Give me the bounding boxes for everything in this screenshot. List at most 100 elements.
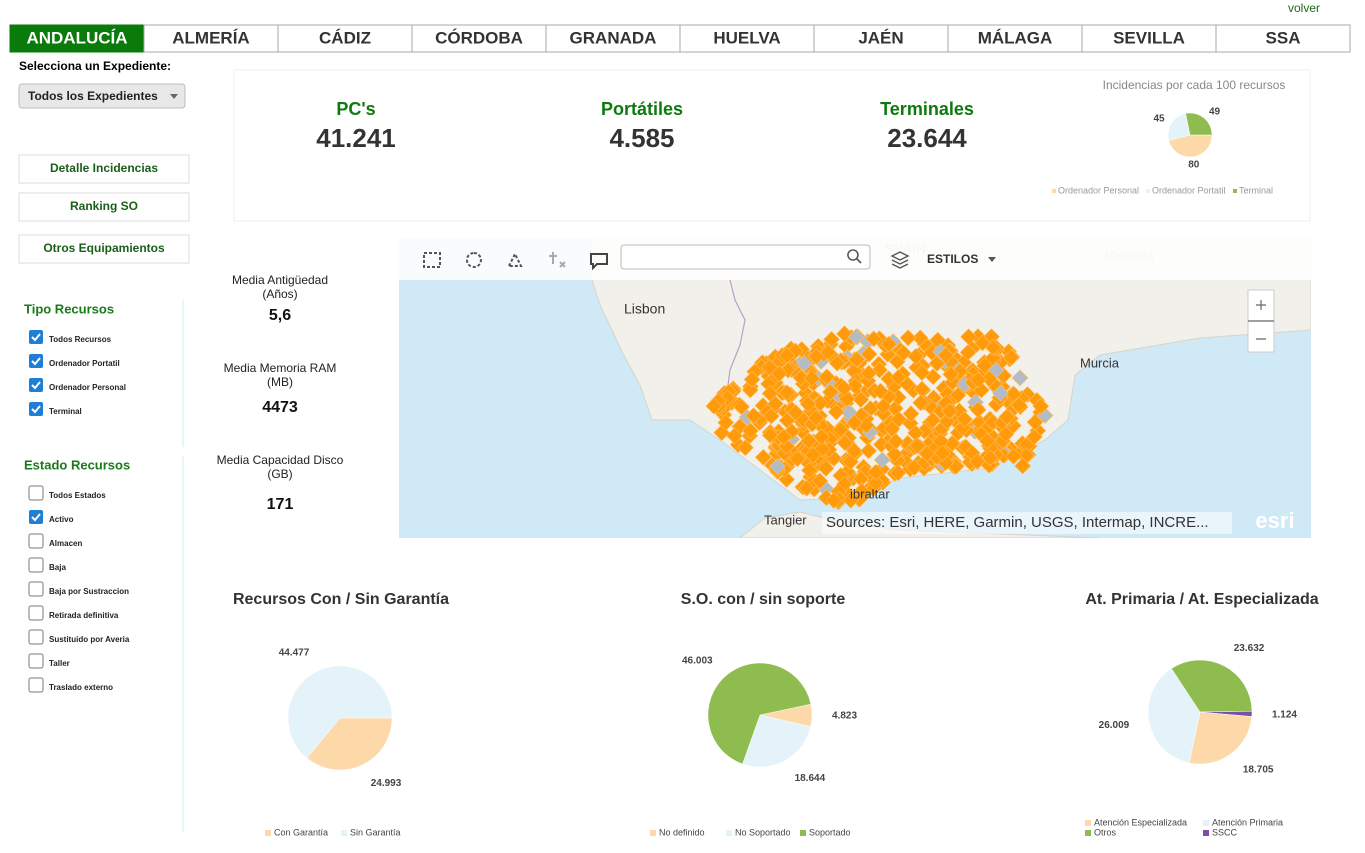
expediente-label: Selecciona un Expediente:	[19, 59, 171, 73]
checkbox-label: Almacen	[49, 539, 82, 548]
legend-swatch	[265, 830, 271, 836]
checkbox[interactable]	[29, 402, 43, 416]
map-marker	[1005, 385, 1023, 403]
map-marker	[889, 369, 907, 386]
checkbox[interactable]	[28, 653, 44, 669]
map-marker	[842, 491, 860, 509]
legend-swatch	[1052, 189, 1056, 193]
checkbox[interactable]	[28, 677, 44, 693]
tool-icon[interactable]	[507, 251, 523, 267]
legend-label: Atención Primaria	[1212, 817, 1283, 827]
map-marker	[889, 464, 907, 482]
stat-unit: (MB)	[267, 375, 293, 389]
tab[interactable]	[143, 24, 279, 53]
pie-label: 45	[1153, 114, 1165, 125]
tab[interactable]	[545, 24, 681, 53]
tab[interactable]	[1215, 24, 1351, 53]
map-marker	[741, 381, 759, 399]
legend-label: No definido	[659, 827, 705, 837]
search-icon	[847, 249, 862, 264]
tab[interactable]	[277, 24, 413, 53]
map-marker	[937, 346, 955, 364]
filter-panel	[19, 300, 183, 447]
layers-icon[interactable]	[890, 251, 910, 269]
map-marker	[912, 394, 930, 412]
kpi-label: Portátiles	[601, 99, 683, 119]
map-marker	[770, 365, 788, 383]
legend-swatch	[800, 830, 806, 836]
checkbox[interactable]	[28, 581, 44, 597]
map-marker	[813, 440, 831, 458]
filter-panel	[19, 456, 183, 832]
map-marker	[807, 348, 825, 365]
map-canvas[interactable]	[399, 238, 1311, 538]
checkmark	[31, 405, 41, 414]
tool-icon[interactable]	[590, 253, 608, 271]
checkbox[interactable]	[28, 533, 44, 549]
stat-value: 171	[267, 496, 294, 513]
map-marker	[997, 425, 1015, 443]
checkbox[interactable]	[29, 378, 43, 392]
tab[interactable]	[813, 24, 949, 53]
checkbox[interactable]	[28, 605, 44, 621]
sidebar-button[interactable]	[18, 154, 190, 184]
map-marker	[981, 449, 999, 467]
tab[interactable]	[679, 24, 815, 53]
checkbox[interactable]	[29, 354, 43, 368]
map-marker	[998, 408, 1016, 426]
map-marker	[846, 442, 863, 460]
styles-button[interactable]: ESTILOS	[927, 252, 978, 266]
map-marker	[767, 395, 784, 413]
checkbox[interactable]	[28, 485, 44, 501]
map-marker	[951, 363, 969, 380]
pie-slice	[287, 665, 393, 759]
map-search[interactable]	[620, 244, 871, 270]
map-marker	[825, 492, 843, 509]
kpi-panel	[233, 69, 1311, 222]
checkbox[interactable]	[29, 330, 43, 344]
checkbox[interactable]	[29, 510, 43, 524]
map-marker	[860, 345, 878, 363]
checkbox-label: Ordenador Portatil	[49, 359, 120, 368]
map-marker	[838, 390, 856, 408]
tab[interactable]	[947, 24, 1083, 53]
map-marker	[934, 444, 951, 462]
map-marker	[792, 369, 810, 387]
map-marker	[832, 421, 850, 439]
stat-label: Media Memoria RAM	[224, 361, 337, 375]
map-marker	[902, 405, 920, 423]
sidebar-button[interactable]	[18, 192, 190, 222]
expediente-select[interactable]	[18, 83, 186, 109]
tool-icon[interactable]	[465, 252, 482, 268]
tool-icon[interactable]	[423, 252, 441, 268]
checkbox-label: Terminal	[49, 407, 82, 416]
map-marker	[827, 403, 845, 421]
checkbox-label: Traslado externo	[49, 683, 113, 692]
tab[interactable]	[9, 24, 145, 53]
legend-label: No Soportado	[735, 827, 791, 837]
map-marker	[880, 335, 898, 353]
back-link[interactable]: volver	[1288, 1, 1320, 15]
tool-icon[interactable]	[549, 252, 566, 268]
map-marker	[895, 344, 912, 362]
tab[interactable]	[1081, 24, 1217, 53]
map-marker	[800, 432, 818, 450]
place-label: Lisbon	[624, 301, 665, 317]
pie-label: 80	[1188, 159, 1200, 170]
checkbox[interactable]	[28, 629, 44, 645]
checkbox[interactable]	[28, 557, 44, 573]
map-marker	[978, 432, 996, 450]
map-marker	[807, 409, 825, 427]
stat-label: Media Antigüedad	[232, 273, 328, 287]
map-marker	[813, 428, 831, 446]
map	[399, 238, 1311, 538]
stat-unit: (Años)	[262, 287, 297, 301]
pie-label: 1.124	[1272, 709, 1297, 720]
map-marker	[822, 383, 839, 401]
sidebar-button-label: Otros Equipamientos	[43, 241, 165, 255]
sidebar-button[interactable]	[18, 234, 190, 264]
map-marker	[778, 346, 796, 364]
chart-title: S.O. con / sin soporte	[681, 591, 846, 608]
map-marker	[1005, 447, 1022, 465]
legend-swatch	[1203, 820, 1209, 826]
